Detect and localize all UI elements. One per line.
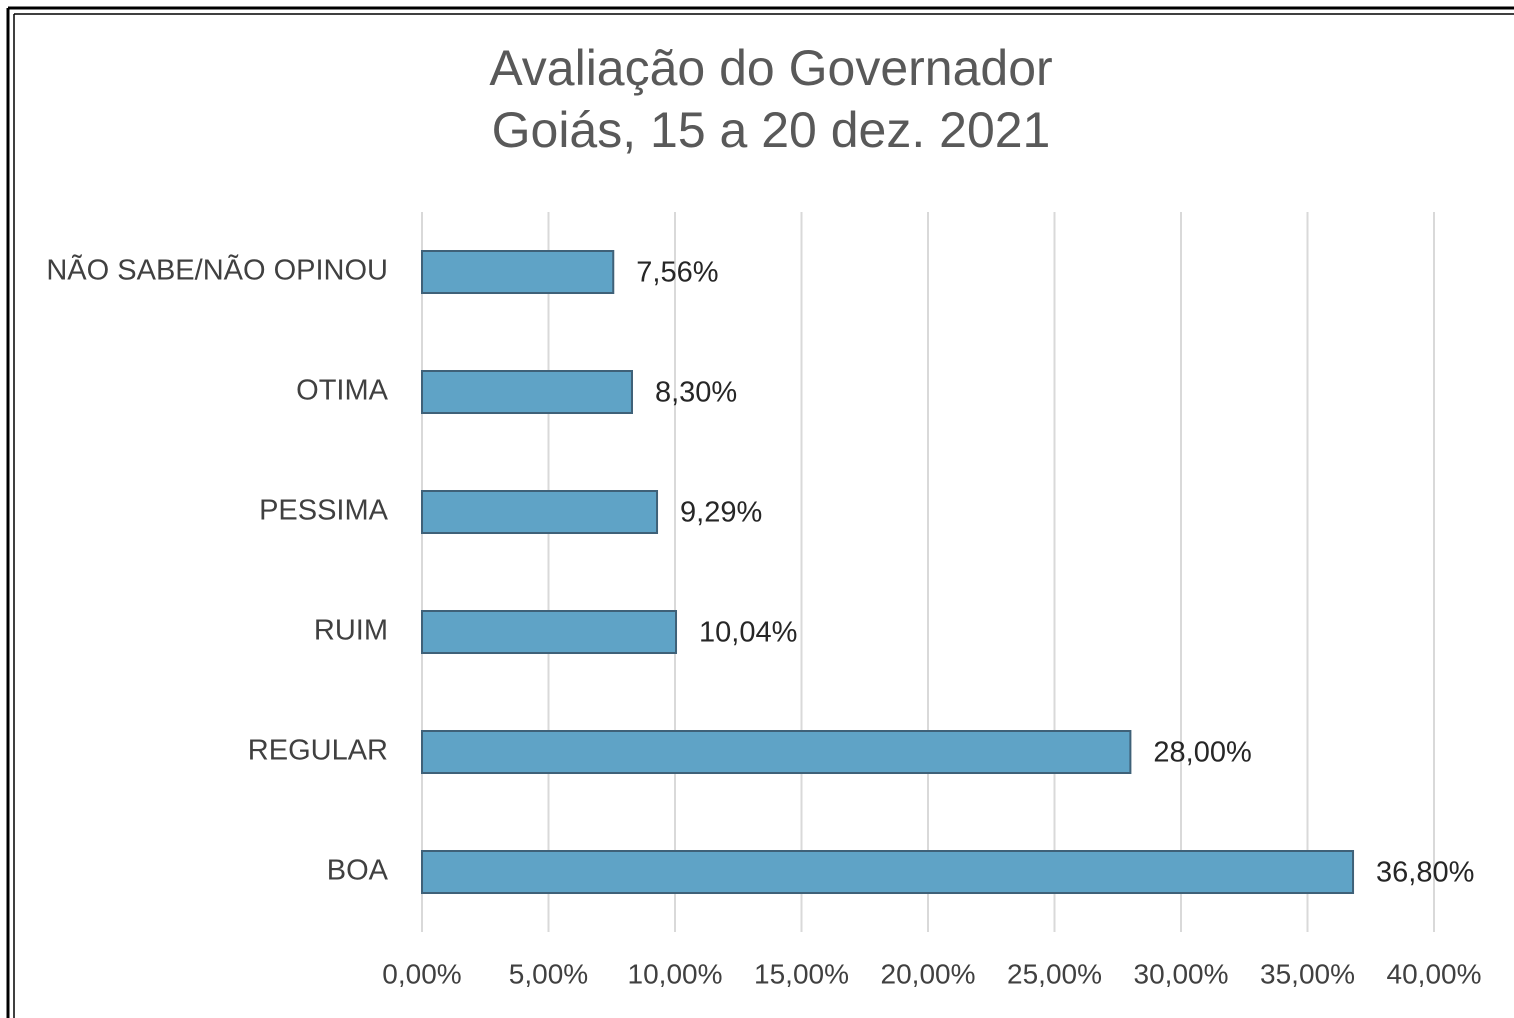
y-tick-label: PESSIMA <box>259 495 389 527</box>
bar <box>421 370 633 414</box>
data-label: 9,29% <box>680 497 762 529</box>
y-tick-label: BOA <box>327 855 389 887</box>
chart-title: Avaliação do Governador <box>489 40 1052 96</box>
bar <box>421 610 678 654</box>
bar <box>421 850 1355 894</box>
x-tick-label: 35,00% <box>1260 958 1355 989</box>
data-label: 10,04% <box>699 617 797 649</box>
x-tick-label: 0,00% <box>382 958 461 989</box>
bar <box>421 730 1132 774</box>
x-tick-label: 30,00% <box>1134 958 1229 989</box>
data-label: 8,30% <box>655 377 737 409</box>
y-tick-label: OTIMA <box>296 375 388 407</box>
x-tick-label: 20,00% <box>881 958 976 989</box>
frame <box>6 6 1514 1018</box>
data-label: 36,80% <box>1376 857 1474 889</box>
y-tick-label: REGULAR <box>248 735 388 767</box>
x-tick-label: 40,00% <box>1387 958 1482 989</box>
x-tick-label: 15,00% <box>754 958 849 989</box>
data-label: 28,00% <box>1153 737 1251 769</box>
x-tick-label: 25,00% <box>1007 958 1102 989</box>
x-tick-label: 10,00% <box>628 958 723 989</box>
y-tick-label: RUIM <box>314 615 388 647</box>
bar <box>421 250 615 294</box>
y-tick-label: NÃO SABE/NÃO OPINOU <box>46 253 388 287</box>
chart-subtitle: Goiás, 15 a 20 dez. 2021 <box>492 102 1051 158</box>
data-label: 7,56% <box>636 257 718 289</box>
bar <box>421 490 659 534</box>
x-tick-label: 5,00% <box>509 958 588 989</box>
